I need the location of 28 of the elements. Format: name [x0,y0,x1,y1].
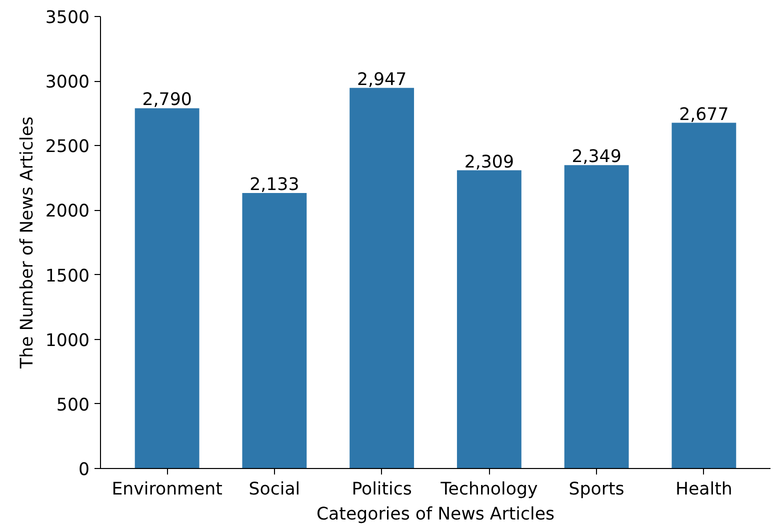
x-tick-label: Sports [568,480,624,500]
data-label: 2,677 [679,104,729,125]
y-tick-label: 2500 [45,137,90,158]
y-tick-label: 3500 [45,8,90,28]
y-tick-label: 0 [78,460,90,480]
x-tick-label: Technology [440,480,538,500]
data-label: 2,309 [464,152,514,172]
x-tick-label: Social [248,480,300,500]
data-label: 2,133 [250,175,300,196]
bar [242,193,307,468]
bar [350,88,414,468]
x-axis-title: Categories of News Articles [316,504,555,524]
y-tick-label: 500 [56,395,90,416]
bar [672,122,736,468]
x-tick-label: Politics [352,480,412,500]
y-axis-title: The Number of News Articles [17,116,38,370]
data-label: 2,790 [142,90,192,110]
x-tick-label: Health [675,480,732,500]
y-tick-label: 3000 [45,72,90,93]
data-label: 2,947 [357,70,407,90]
x-tick-label: Environment [112,480,223,500]
y-tick-label: 1000 [45,330,90,351]
bar [456,170,522,468]
data-label: 2,349 [572,147,622,168]
bar [564,165,629,468]
bar [134,108,200,468]
y-tick-label: 2000 [45,202,90,222]
y-tick-label: 1500 [45,266,90,286]
